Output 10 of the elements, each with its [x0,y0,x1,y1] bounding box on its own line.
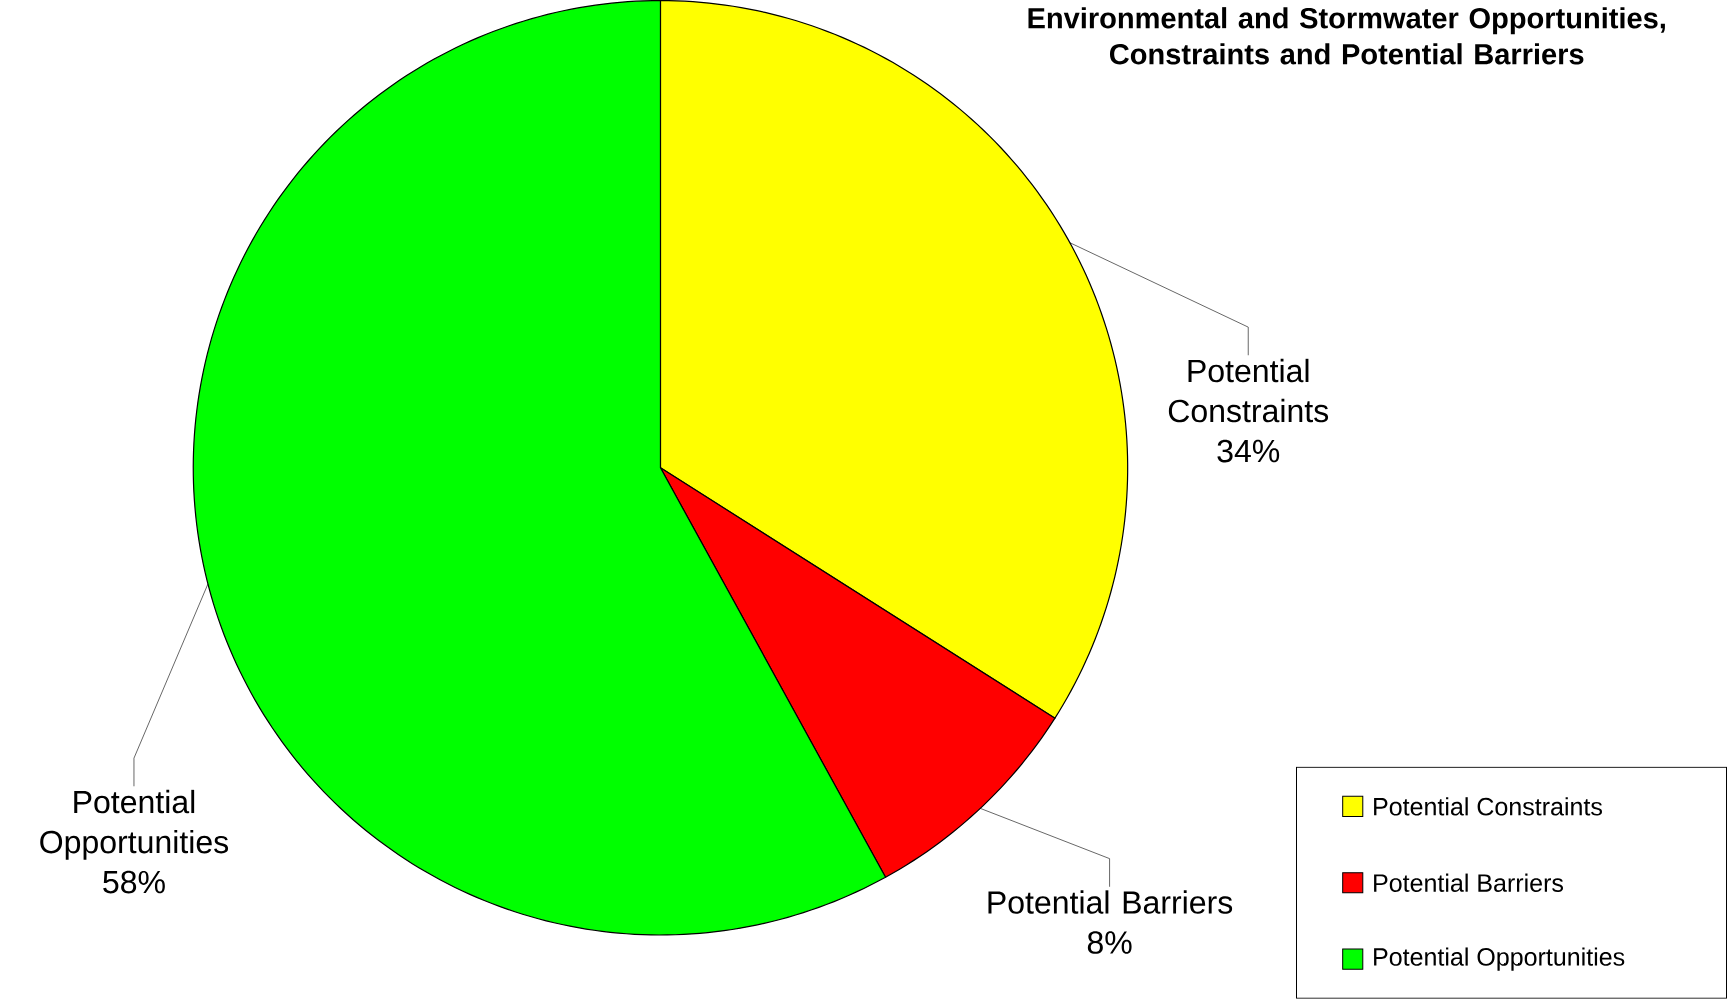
slice-label: Potential Constraints [1168,358,1329,423]
data-label: 34% [1217,439,1280,463]
data-label: 58% [103,870,165,894]
legend-label: Potential Opportunities [1374,947,1625,971]
slice-label: Potential Opportunities [40,789,229,860]
legend-label: Potential Constraints [1374,797,1602,816]
slice-label: Potential Barriers [988,890,1233,914]
data-label: 8% [1087,931,1132,954]
text: Environmental and Stormwater Opportunities, Constraints and Potential Barriers [1028,7,1665,65]
legend-label: Potential Barriers [1374,873,1564,893]
